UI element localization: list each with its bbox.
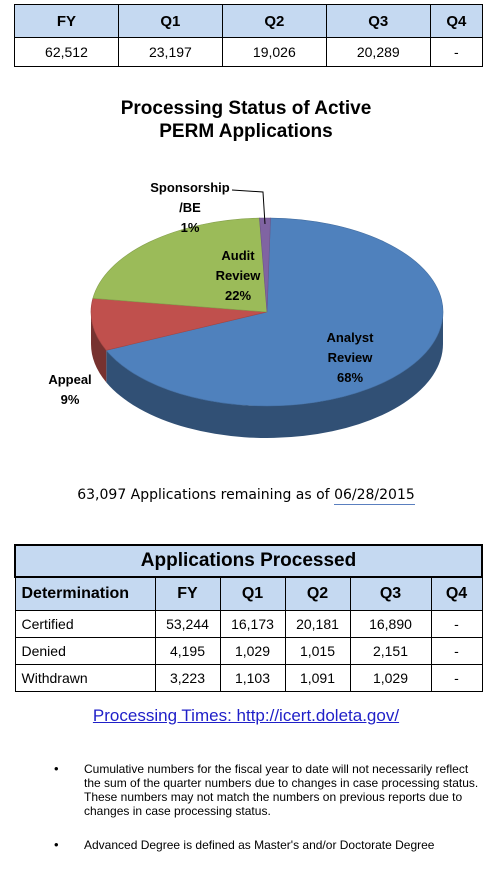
summary-header-q2: Q2 (221, 4, 327, 38)
processed-row-certified: Certified 53,244 16,173 20,181 16,890 - (14, 610, 483, 638)
processed-cell: 1,029 (219, 637, 286, 665)
summary-value-q1: 23,197 (117, 37, 223, 67)
applications-processed-table: Applications Processed Determination FY … (14, 544, 483, 692)
pie-slice-1 (90, 298, 268, 351)
processed-row-withdrawn: Withdrawn 3,223 1,103 1,091 1,029 - (14, 664, 483, 692)
pie-chart: Analyst Review 68% Appeal 9% Audit Review 22% Sp… (48, 180, 444, 438)
processed-row-denied: Denied 4,195 1,029 1,015 2,151 - (14, 637, 483, 665)
pie-label-2: Audit Review 22% (216, 248, 262, 303)
bullet-icon: • (54, 837, 59, 852)
processed-cell: 4,195 (154, 637, 221, 665)
note-item: • Cumulative numbers for the fiscal year… (40, 761, 480, 819)
remaining-text: 63,097 Applications remaining as of (77, 487, 330, 503)
processed-cell: 1,029 (349, 664, 432, 692)
note-item: • Advanced Degree is defined as Master's… (40, 837, 480, 853)
summary-header-row: FY Q1 Q2 Q3 Q4 (14, 4, 484, 38)
processed-cell: - (430, 610, 483, 638)
summary-header-fy: FY (14, 4, 119, 38)
processed-cell: Withdrawn (14, 664, 156, 692)
processed-header-row: Determination FY Q1 Q2 Q3 Q4 (14, 576, 483, 611)
applications-remaining: 63,097 Applications remaining as of 06/2… (0, 487, 492, 505)
note-text: Advanced Degree is defined as Master's a… (84, 838, 435, 852)
summary-value-q3: 20,289 (325, 37, 431, 67)
bullet-icon: • (54, 761, 59, 776)
pie-slice-2 (92, 217, 268, 313)
pie-side-0 (106, 312, 444, 438)
processed-cell: 16,890 (349, 610, 432, 638)
pie-label-0: Analyst Review 68% (327, 330, 375, 385)
pie-label-3: Sponsorship/BE 1% (150, 180, 230, 235)
processed-cell: 3,223 (154, 664, 221, 692)
processed-cell: Certified (14, 610, 156, 638)
processed-cell: 1,103 (219, 664, 286, 692)
chart-title: Processing Status of Active PERM Applica… (0, 97, 492, 143)
summary-value-q4: - (429, 37, 484, 67)
processed-header-q3: Q3 (349, 576, 432, 611)
processing-times-link[interactable]: Processing Times: http://icert.doleta.go… (92, 706, 400, 725)
processed-cell: 1,015 (284, 637, 351, 665)
summary-value-q2: 19,026 (221, 37, 327, 67)
processed-header-q1: Q1 (219, 576, 286, 611)
summary-table: FY Q1 Q2 Q3 Q4 62,512 23,197 19,026 20,2… (14, 4, 484, 67)
processed-header-fy: FY (154, 576, 221, 611)
pie-leader-line (231, 189, 266, 225)
pie-label-1: Appeal 9% (48, 372, 91, 407)
processed-cell: - (430, 664, 483, 692)
processed-header-determination: Determination (14, 576, 156, 611)
processed-cell: 20,181 (284, 610, 351, 638)
processed-cell: - (430, 637, 483, 665)
chart-title-line1: Processing Status of Active (120, 98, 372, 119)
processed-cell: 1,091 (284, 664, 351, 692)
notes-list: • Cumulative numbers for the fiscal year… (40, 762, 480, 872)
processed-header-q4: Q4 (430, 576, 483, 611)
note-text: Cumulative numbers for the fiscal year t… (84, 762, 479, 818)
summary-header-q3: Q3 (325, 4, 431, 38)
remaining-date: 06/28/2015 (334, 487, 415, 505)
processed-cell: 53,244 (154, 610, 221, 638)
summary-header-q1: Q1 (117, 4, 223, 38)
summary-value-fy: 62,512 (14, 37, 119, 67)
summary-value-row: 62,512 23,197 19,026 20,289 - (14, 37, 484, 67)
processed-caption-row: Applications Processed (14, 544, 483, 578)
processed-caption: Applications Processed (14, 544, 483, 578)
pie-side-1 (91, 312, 107, 383)
processed-cell: Denied (14, 637, 156, 665)
processed-header-q2: Q2 (284, 576, 351, 611)
pie-slice-0 (105, 217, 444, 407)
chart-title-line2: PERM Applications (159, 121, 333, 142)
summary-header-q4: Q4 (429, 4, 484, 38)
processed-cell: 16,173 (219, 610, 286, 638)
processed-cell: 2,151 (349, 637, 432, 665)
